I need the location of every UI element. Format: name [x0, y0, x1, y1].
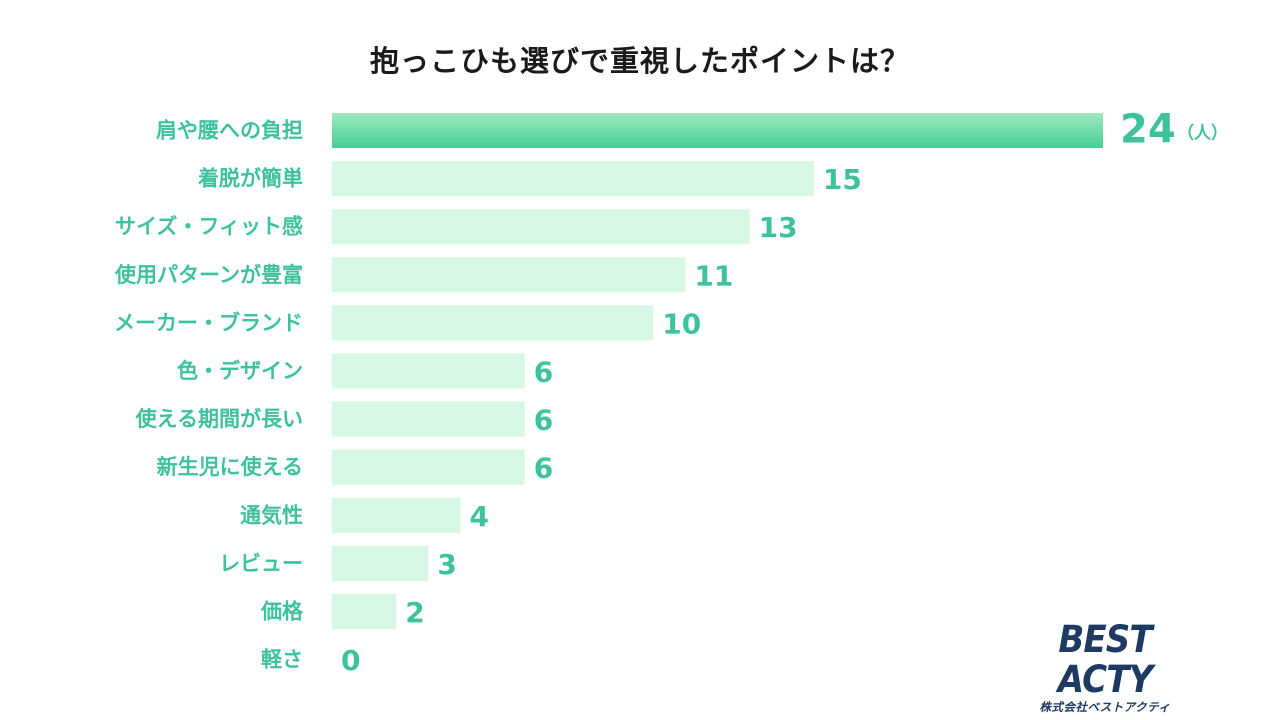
bar-5: [332, 353, 525, 389]
bar-2: [332, 209, 750, 245]
value-label-11: 0: [341, 644, 360, 677]
value-label-4: 10: [662, 307, 701, 340]
value-label-10: 2: [405, 596, 424, 629]
category-label-1: 着脱が簡単: [197, 167, 303, 191]
category-label-10: 価格: [260, 600, 304, 624]
bar-7: [332, 449, 525, 485]
value-label-9: 3: [437, 548, 456, 581]
value-label-8: 4: [470, 500, 489, 533]
value-label-5: 6: [534, 356, 553, 389]
category-label-2: サイズ・フィット感: [115, 215, 303, 239]
value-label-1: 15: [823, 163, 862, 196]
bar-6: [332, 401, 525, 437]
bar-0: [332, 113, 1103, 148]
category-label-11: 軽さ: [261, 648, 303, 672]
bar-10: [332, 594, 397, 629]
category-label-3: 使用パターンが豊富: [114, 263, 303, 287]
company-logo: BEST ACTY 株式会社ベストアクティ: [1010, 618, 1200, 715]
category-label-7: 新生児に使える: [157, 455, 303, 479]
bar-9: [332, 545, 429, 581]
value-label-0: 24: [1120, 107, 1176, 153]
value-label-2: 13: [759, 211, 798, 244]
category-label-6: 使える期間が長い: [135, 407, 303, 431]
bar-3: [332, 257, 686, 293]
bar-8: [332, 497, 461, 533]
bar-4: [332, 305, 654, 341]
category-label-8: 通気性: [240, 503, 303, 527]
bar-1: [332, 161, 814, 197]
value-label-3: 11: [694, 259, 733, 292]
unit-label: （人）: [1177, 123, 1228, 144]
category-label-0: 肩や腰への負担: [156, 119, 303, 143]
value-label-7: 6: [534, 452, 553, 485]
logo-wordmark: BEST ACTY: [1057, 618, 1153, 701]
category-label-9: レビュー: [219, 551, 303, 575]
chart-title: 抱っこひも選びで重視したポイントは？: [369, 44, 910, 78]
category-label-4: メーカー・ブランド: [114, 311, 303, 335]
category-label-5: 色・デザイン: [177, 359, 303, 383]
logo-company-name: 株式会社ベストアクティ: [1039, 700, 1171, 714]
value-label-6: 6: [534, 404, 553, 437]
